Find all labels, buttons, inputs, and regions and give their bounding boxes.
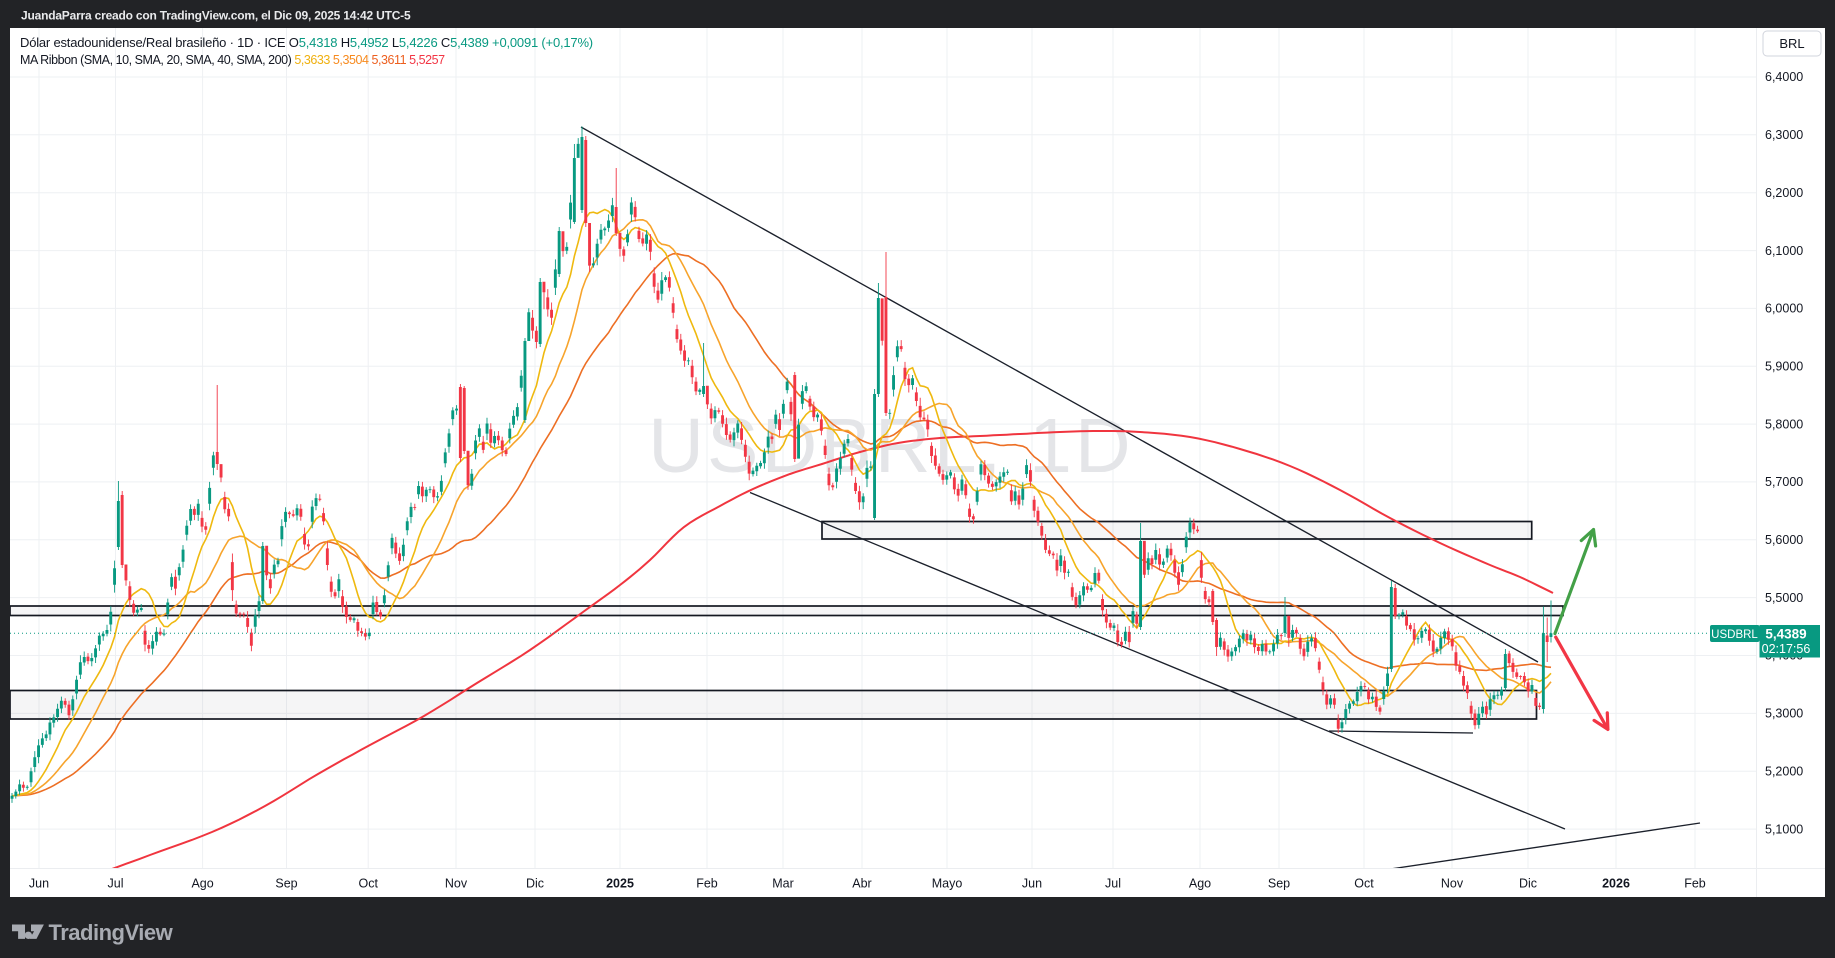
svg-text:5,2000: 5,2000 — [1765, 764, 1803, 778]
svg-text:6,3000: 6,3000 — [1765, 128, 1803, 142]
svg-text:JuandaParra creado con Trading: JuandaParra creado con TradingView.com, … — [21, 9, 411, 23]
svg-text:Mar: Mar — [772, 877, 794, 891]
svg-text:Abr: Abr — [852, 877, 871, 891]
svg-text:BRL: BRL — [1779, 36, 1804, 51]
svg-text:Feb: Feb — [1684, 877, 1706, 891]
svg-text:Ago: Ago — [191, 877, 213, 891]
svg-text:Ago: Ago — [1189, 877, 1211, 891]
svg-text:Nov: Nov — [1441, 877, 1464, 891]
svg-text:Dic: Dic — [526, 877, 544, 891]
svg-text:TradingView: TradingView — [49, 920, 174, 945]
svg-text:USDBRL: USDBRL — [1711, 629, 1758, 641]
svg-text:2025: 2025 — [606, 877, 634, 891]
svg-text:5,5000: 5,5000 — [1765, 591, 1803, 605]
svg-text:6,0000: 6,0000 — [1765, 302, 1803, 316]
svg-text:Jul: Jul — [108, 877, 124, 891]
svg-text:Sep: Sep — [275, 877, 297, 891]
svg-text:MA Ribbon (SMA, 10, SMA, 20, S: MA Ribbon (SMA, 10, SMA, 20, SMA, 40, SM… — [20, 53, 445, 67]
svg-text:Feb: Feb — [696, 877, 718, 891]
svg-text:USDBRL, 1D: USDBRL, 1D — [648, 403, 1134, 489]
svg-text:Nov: Nov — [445, 877, 468, 891]
svg-text:6,2000: 6,2000 — [1765, 186, 1803, 200]
svg-text:02:17:56: 02:17:56 — [1762, 642, 1811, 656]
svg-text:Dólar estadounidense/Real bras: Dólar estadounidense/Real brasileño · 1D… — [20, 35, 593, 50]
svg-text:5,9000: 5,9000 — [1765, 359, 1803, 373]
svg-text:Sep: Sep — [1268, 877, 1290, 891]
svg-text:5,3000: 5,3000 — [1765, 707, 1803, 721]
svg-text:Oct: Oct — [1354, 877, 1374, 891]
svg-text:6,1000: 6,1000 — [1765, 244, 1803, 258]
svg-text:5,4389: 5,4389 — [1765, 627, 1806, 642]
svg-text:6,4000: 6,4000 — [1765, 70, 1803, 84]
svg-text:Mayo: Mayo — [932, 877, 963, 891]
svg-text:5,1000: 5,1000 — [1765, 822, 1803, 836]
svg-text:Dic: Dic — [1519, 877, 1537, 891]
svg-text:Jun: Jun — [1022, 877, 1042, 891]
svg-text:2026: 2026 — [1602, 877, 1630, 891]
svg-text:5,6000: 5,6000 — [1765, 533, 1803, 547]
svg-text:Jun: Jun — [29, 877, 49, 891]
svg-text:Oct: Oct — [358, 877, 378, 891]
svg-text:Jul: Jul — [1105, 877, 1121, 891]
svg-text:5,7000: 5,7000 — [1765, 475, 1803, 489]
svg-text:5,8000: 5,8000 — [1765, 417, 1803, 431]
